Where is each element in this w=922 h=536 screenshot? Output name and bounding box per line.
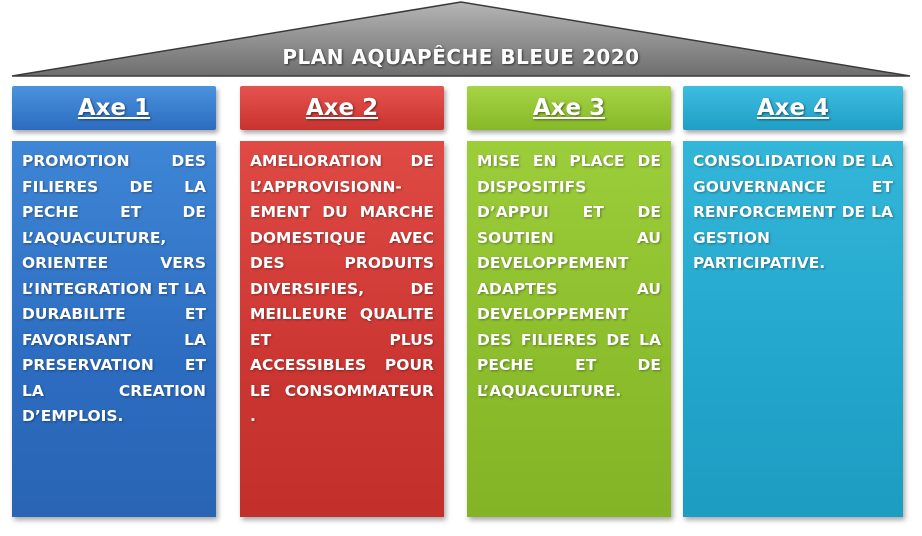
axe-2-header: Axe 2 (240, 86, 444, 130)
axe-1-header: Axe 1 (12, 86, 216, 130)
axe-2-description: AMELIORATION DE L’APPROVISIONN-EMENT DU … (250, 152, 434, 425)
axe-2-column: AMELIORATION DE L’APPROVISIONN-EMENT DU … (240, 141, 444, 517)
roof-triangle (11, 1, 911, 77)
axe-3-header: Axe 3 (467, 86, 671, 130)
axe-3-column: MISE EN PLACE DE DISPOSITIFS D’APPUI ET … (467, 141, 671, 517)
axe-1-column: PROMOTION DES FILIERES DE LA PECHE ET DE… (12, 141, 216, 517)
axe-1-description: PROMOTION DES FILIERES DE LA PECHE ET DE… (22, 152, 206, 425)
plan-title: PLAN AQUAPÊCHE BLEUE 2020 (282, 45, 640, 69)
axe-4-description: CONSOLIDATION DE LA GOUVERNANCE ET RENFO… (693, 152, 893, 272)
axe-4-header: Axe 4 (683, 86, 903, 130)
axe-4-column: CONSOLIDATION DE LA GOUVERNANCE ET RENFO… (683, 141, 903, 517)
axe-3-description: MISE EN PLACE DE DISPOSITIFS D’APPUI ET … (477, 152, 661, 400)
roof-pediment (11, 1, 911, 77)
